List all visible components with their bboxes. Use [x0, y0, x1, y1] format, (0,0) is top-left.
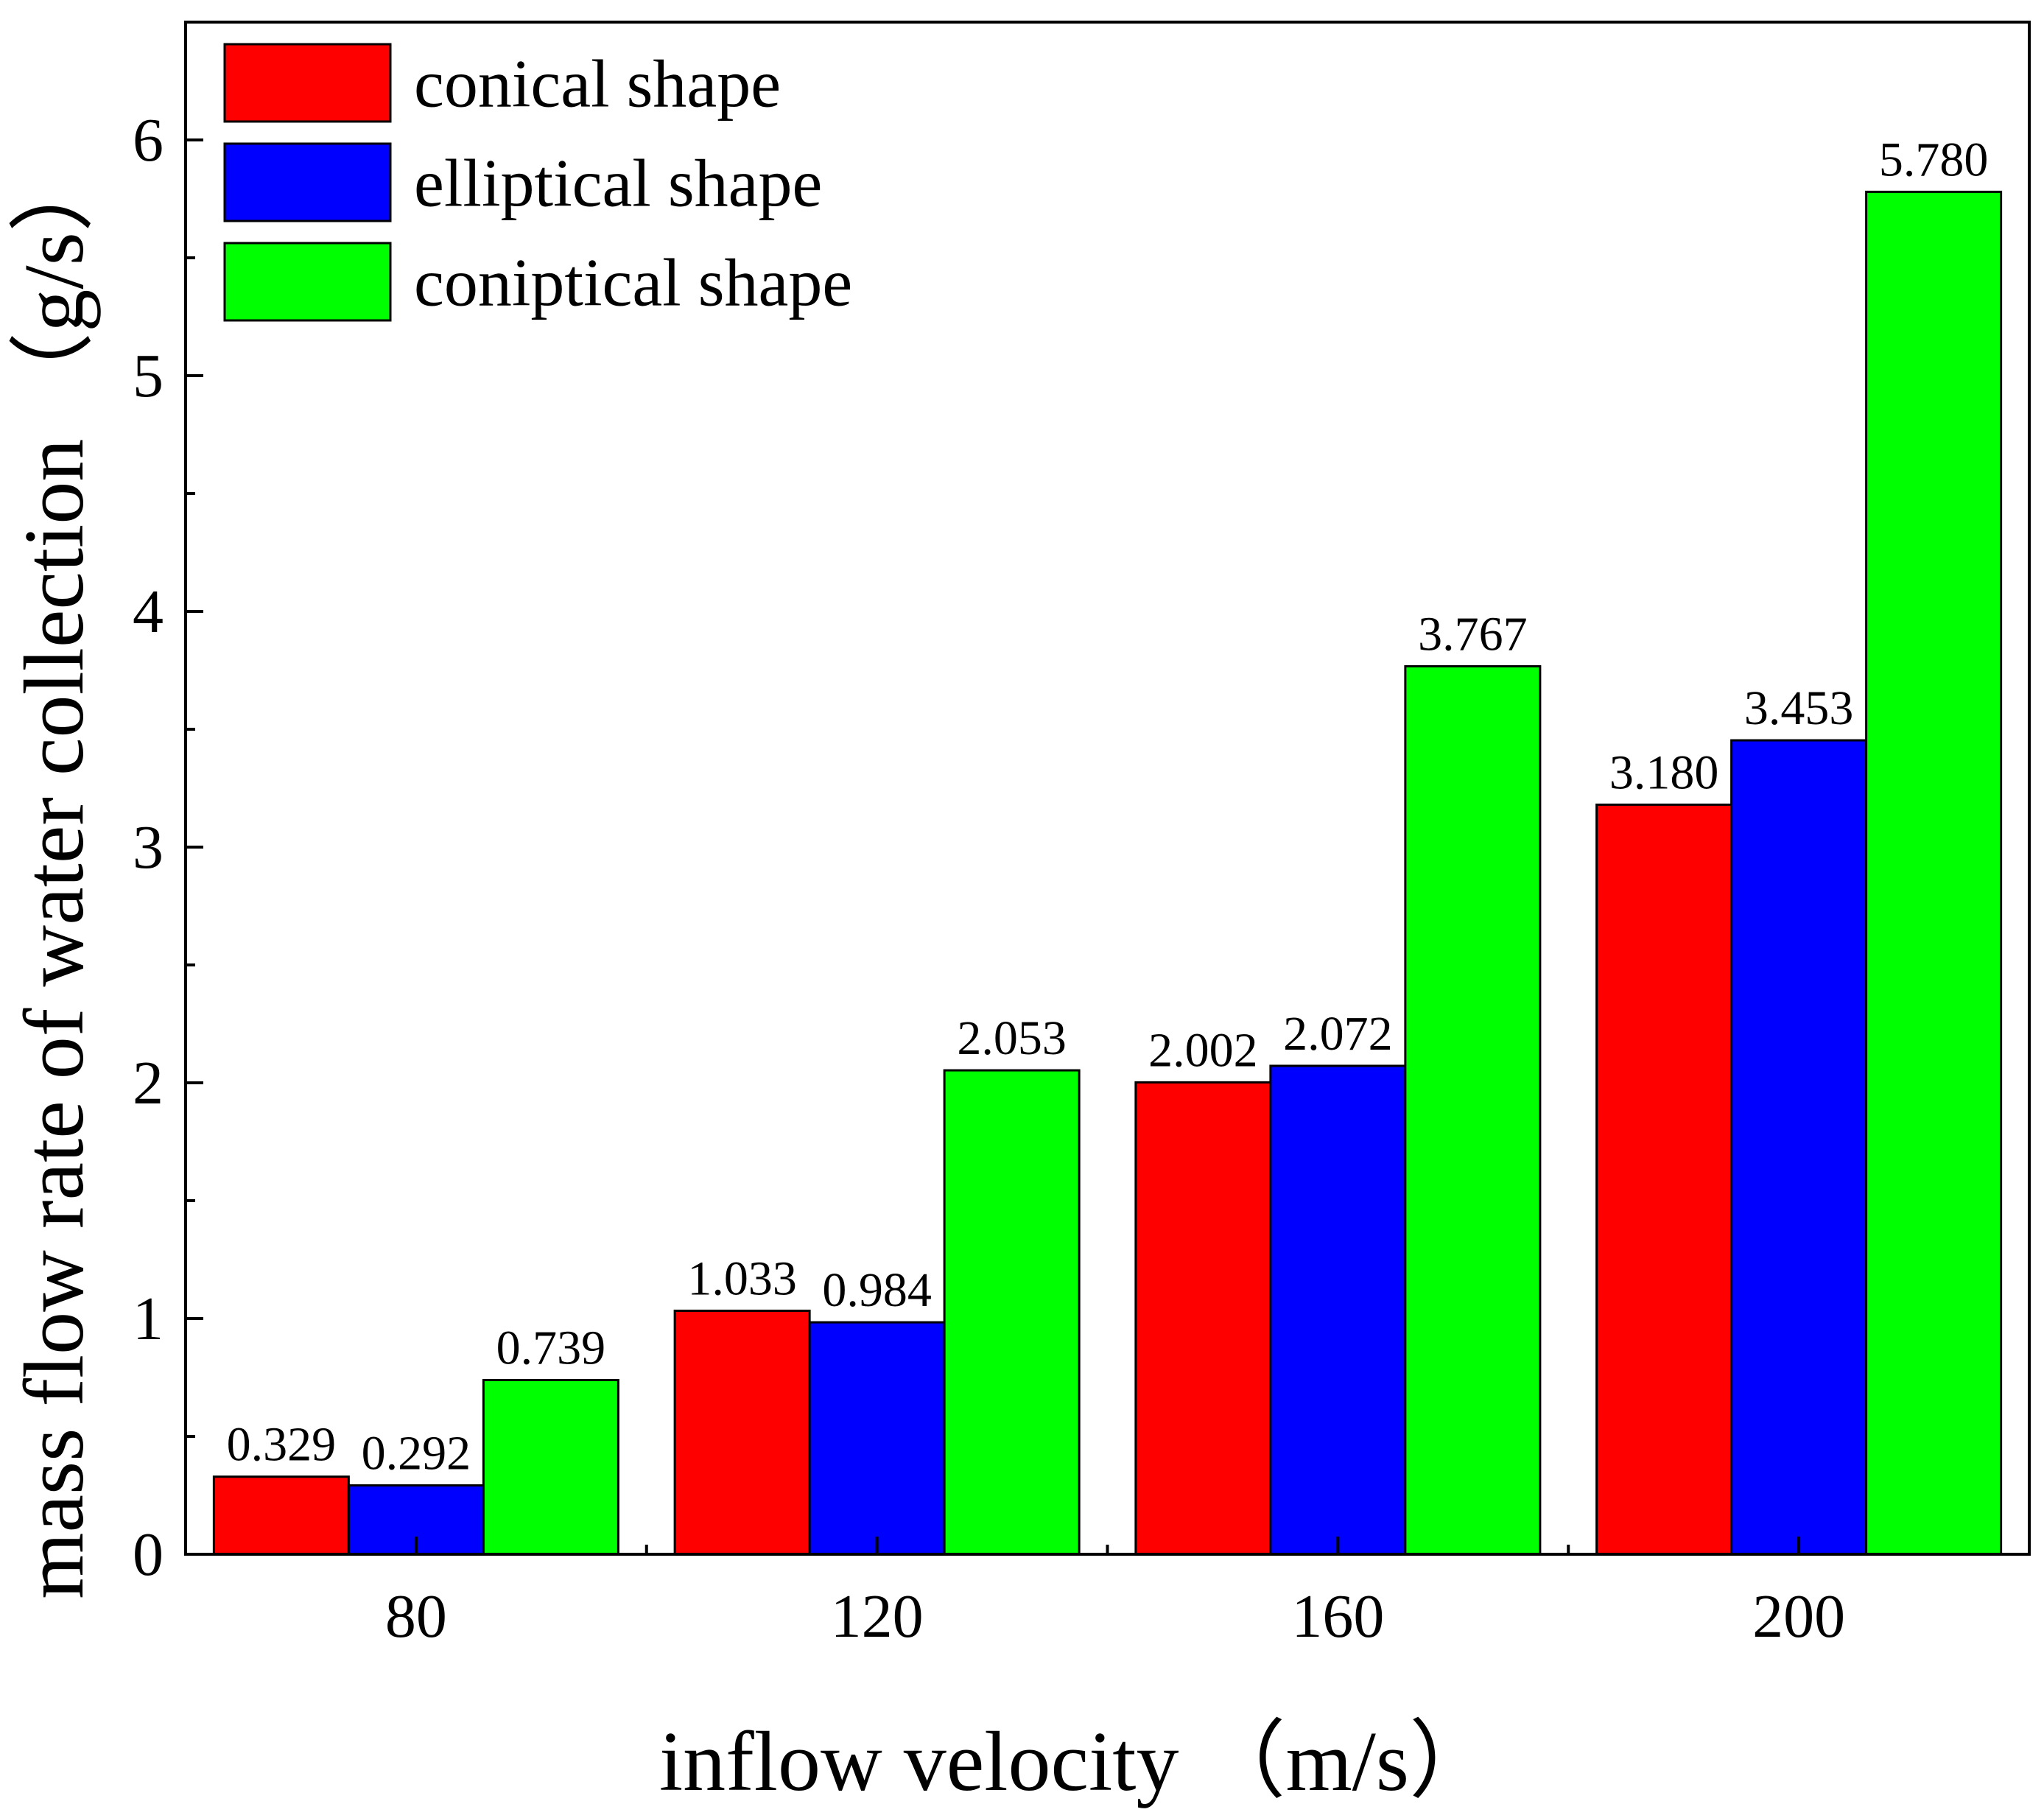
- data-label: 3.453: [1744, 681, 1854, 735]
- y-tick-label: 6: [133, 106, 164, 175]
- x-axis-title: inflow velocity （m/s）: [659, 1715, 1495, 1809]
- x-tick-label: 80: [385, 1582, 447, 1651]
- data-label: 1.033: [687, 1251, 797, 1305]
- y-tick-label: 4: [133, 578, 164, 646]
- bar-coniptical-shape-160: [1404, 665, 1542, 1556]
- bar-coniptical-shape-200: [1865, 190, 2003, 1556]
- data-label: 0.984: [822, 1263, 932, 1317]
- data-label: 0.329: [227, 1418, 337, 1472]
- x-tick-label: 160: [1291, 1582, 1384, 1651]
- bar-elliptical-shape-120: [808, 1321, 946, 1556]
- legend-swatch-conical-shape: [223, 43, 392, 123]
- legend-swatch-elliptical-shape: [223, 142, 392, 222]
- y-tick-label: 2: [133, 1049, 164, 1117]
- x-tick-label: 120: [831, 1582, 924, 1651]
- data-label: 3.180: [1609, 745, 1719, 799]
- legend-label: coniptical shape: [414, 245, 852, 320]
- data-label: 0.739: [496, 1321, 606, 1375]
- data-label: 0.292: [362, 1427, 471, 1481]
- data-label: 2.072: [1283, 1007, 1393, 1061]
- y-tick-label: 3: [133, 813, 164, 882]
- axes-layer: 0 1 2 3 4 5 6 80 120 160 200: [133, 21, 2031, 1651]
- x-tick-label: 200: [1752, 1582, 1845, 1651]
- data-label: 5.780: [1879, 133, 1989, 186]
- data-label: 2.002: [1148, 1023, 1258, 1077]
- legend-label: elliptical shape: [414, 146, 822, 221]
- y-axis-title: mass flow rate of water collection （g/s）: [7, 147, 102, 1598]
- bar-coniptical-shape-80: [482, 1379, 619, 1556]
- data-label: 2.053: [957, 1011, 1067, 1065]
- legend: conical shape elliptical shape coniptical …: [223, 43, 852, 322]
- bar-conical-shape-160: [1134, 1081, 1272, 1556]
- bar-conical-shape-120: [673, 1309, 811, 1556]
- bar-conical-shape-200: [1595, 803, 1733, 1556]
- data-labels-layer: 0.329 0.292 0.739 1.033 0.984 2.053 2.002 2.072…: [227, 133, 1989, 1480]
- y-tick-label: 0: [133, 1520, 164, 1589]
- bar-coniptical-shape-120: [943, 1069, 1081, 1556]
- legend-swatch-coniptical-shape: [223, 242, 392, 322]
- legend-label: conical shape: [414, 46, 781, 122]
- bar-conical-shape-80: [212, 1475, 350, 1556]
- y-tick-label: 1: [133, 1285, 164, 1353]
- data-label: 3.767: [1418, 608, 1528, 661]
- bar-elliptical-shape-160: [1269, 1064, 1407, 1556]
- bar-elliptical-shape-200: [1730, 739, 1868, 1556]
- y-tick-label: 5: [133, 342, 164, 410]
- bars-layer: [212, 190, 2003, 1556]
